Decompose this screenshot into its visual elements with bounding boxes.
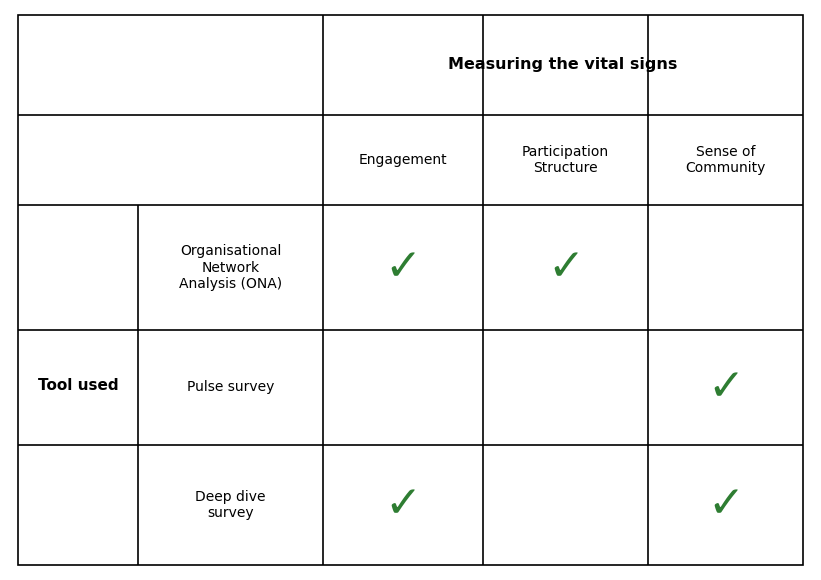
Text: ✓: ✓ [384,246,422,289]
Text: Pulse survey: Pulse survey [187,380,274,394]
Text: Sense of
Community: Sense of Community [686,145,766,175]
Text: Participation
Structure: Participation Structure [522,145,609,175]
Text: Engagement: Engagement [359,153,447,167]
Text: Deep dive
survey: Deep dive survey [195,490,266,520]
Text: Organisational
Network
Analysis (ONA): Organisational Network Analysis (ONA) [179,244,282,291]
Text: ✓: ✓ [707,366,744,409]
Text: ✓: ✓ [547,246,584,289]
Text: Tool used: Tool used [38,378,118,393]
Text: Measuring the vital signs: Measuring the vital signs [448,57,677,72]
Text: ✓: ✓ [384,484,422,527]
Text: ✓: ✓ [707,484,744,527]
